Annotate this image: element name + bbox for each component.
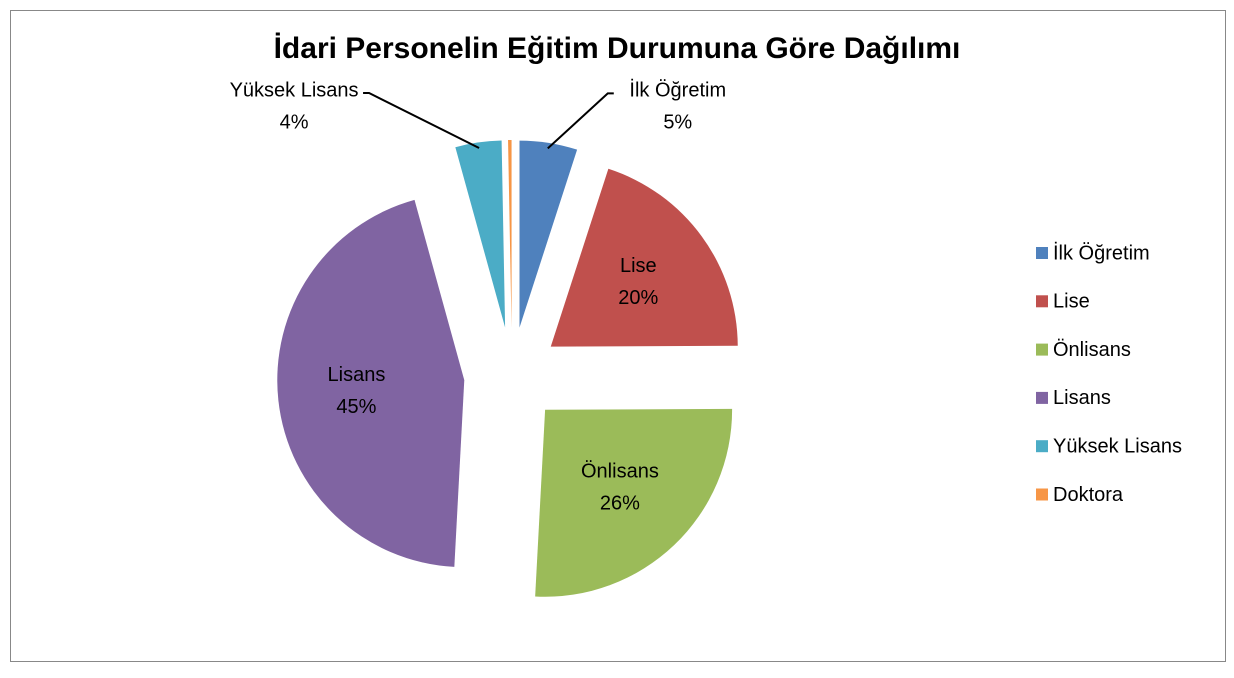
legend-swatch xyxy=(1036,440,1048,453)
legend-swatch xyxy=(1036,391,1048,404)
legend-label: İlk Öğretim xyxy=(1053,241,1150,264)
slice-value-label: 45% xyxy=(336,396,376,418)
slice-value-label: 20% xyxy=(618,287,658,309)
legend-swatch xyxy=(1036,343,1048,356)
pie-slice xyxy=(508,140,512,328)
slice-category-label: Lise xyxy=(620,255,657,277)
legend-label: Doktora xyxy=(1053,484,1124,506)
legend-label: Lise xyxy=(1053,291,1090,313)
pie-slice xyxy=(455,140,506,328)
pie-slice xyxy=(550,168,738,347)
pie-slice xyxy=(519,140,578,328)
leader-line xyxy=(547,92,614,150)
legend-swatch xyxy=(1036,488,1048,501)
pie-slice xyxy=(277,199,465,567)
slice-category-label: İlk Öğretim xyxy=(629,79,726,102)
legend-swatch xyxy=(1036,247,1048,259)
leader-line xyxy=(363,91,480,149)
slice-value-label: 26% xyxy=(600,493,640,515)
legend-label: Lisans xyxy=(1053,387,1111,409)
slice-value-label: 5% xyxy=(663,112,692,134)
pie-slice xyxy=(535,408,733,597)
legend-label: Önlisans xyxy=(1053,339,1131,361)
slice-category-label: Yüksek Lisans xyxy=(230,79,359,101)
legend-swatch xyxy=(1036,295,1048,308)
slice-value-label: 4% xyxy=(280,111,309,133)
slice-category-label: Önlisans xyxy=(581,461,659,483)
chart-title: İdari Personelin Eğitim Durumuna Göre Da… xyxy=(274,32,961,65)
legend-label: Yüksek Lisans xyxy=(1053,435,1182,457)
slice-category-label: Lisans xyxy=(328,364,386,386)
